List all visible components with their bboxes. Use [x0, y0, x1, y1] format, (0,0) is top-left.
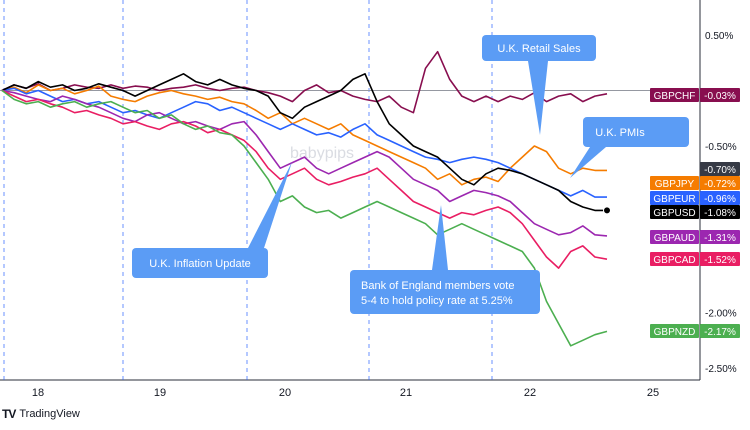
price-tag-value-bg-gbpnzd: [700, 324, 740, 338]
x-tick-label: 22: [524, 387, 536, 399]
y-tick-label: 0.50%: [705, 31, 733, 42]
price-tag-value-bg-gbpcad: [700, 252, 740, 266]
price-tag-value: -1.52%: [704, 255, 736, 266]
price-tag-name-bg-gbpaud: [650, 230, 699, 244]
price-tag-value-bg-gbpusd: [700, 205, 740, 219]
tradingview-brand[interactable]: TV TradingView: [2, 407, 80, 421]
annotation-box-3: [350, 270, 540, 314]
series-line-gbpeur: [1, 87, 607, 198]
annotation-pointer-3: [432, 205, 448, 270]
y-tick-label: -2.50%: [705, 364, 737, 375]
annotation-text: Bank of England members vote: [361, 280, 514, 292]
price-tag-name: GBPJPY: [655, 179, 695, 190]
price-tag-value-bg-gbpjpy: [700, 176, 740, 190]
series-line-gbpchf: [1, 50, 608, 114]
x-tick-label: 25: [647, 387, 659, 399]
price-tag-name: GBPCAD: [653, 255, 695, 266]
y-tick-label: -0.50%: [705, 142, 737, 153]
price-tag-name-bg-gbpnzd: [650, 324, 699, 338]
annotation-box-1: [583, 117, 689, 147]
annotation-pointer-1: [570, 147, 606, 178]
annotation-pointer-2: [248, 162, 292, 248]
annotation-pointer-0: [528, 61, 548, 135]
price-tag-value: -0.72%: [704, 179, 736, 190]
price-tag-value: -2.17%: [704, 327, 736, 338]
series-line-gbpjpy: [1, 84, 607, 186]
x-tick-label: 21: [400, 387, 412, 399]
price-tag-name-bg-gbpcad: [650, 252, 699, 266]
x-tick-label: 18: [32, 387, 44, 399]
price-tag-value-bg-gbpchf: [700, 88, 740, 102]
series-line-gbpcad: [1, 89, 608, 269]
annotation-text: 5-4 to hold policy rate at 5.25%: [361, 295, 513, 307]
annotation-text: U.K. PMIs: [595, 127, 645, 139]
tradingview-logo: TV: [2, 407, 16, 421]
price-tag-name-bg-gbpchf: [650, 88, 699, 102]
y-tick-label: -2.00%: [705, 309, 737, 320]
price-tag-name: GBPUSD: [653, 208, 695, 219]
price-tag-value: -1.31%: [704, 233, 736, 244]
price-tag-value: -0.03%: [704, 91, 736, 102]
price-tag-value: -0.96%: [704, 194, 736, 205]
price-tag-name: GBPEUR: [653, 194, 695, 205]
price-tag-extra-bg: [700, 162, 740, 176]
price-tag-name: GBPCHF: [654, 91, 696, 102]
annotation-box-2: [132, 248, 268, 278]
annotation-text: U.K. Inflation Update: [149, 258, 251, 270]
price-tag-name-bg-gbpeur: [650, 191, 699, 205]
price-tag-value-bg-gbpaud: [700, 230, 740, 244]
series-line-gbpnzd: [1, 89, 608, 347]
price-tag-name-bg-gbpusd: [650, 205, 699, 219]
series-line-gbpaud: [1, 89, 608, 237]
annotation-text: U.K. Retail Sales: [497, 43, 581, 55]
tradingview-name: TradingView: [19, 408, 80, 420]
price-tag-value: -1.08%: [704, 208, 736, 219]
annotation-box-0: [482, 35, 596, 61]
price-tag-name: GBPAUD: [654, 233, 696, 244]
x-tick-label: 20: [279, 387, 291, 399]
series-line-gbpusd: [1, 73, 607, 212]
price-tag-name-bg-gbpjpy: [650, 176, 699, 190]
gbpusd-last-point: [603, 206, 611, 215]
price-tag-name: GBPNZD: [654, 327, 696, 338]
x-tick-label: 19: [154, 387, 166, 399]
price-tag-extra: -0.70%: [704, 165, 736, 176]
price-tag-value-bg-gbpeur: [700, 191, 740, 205]
